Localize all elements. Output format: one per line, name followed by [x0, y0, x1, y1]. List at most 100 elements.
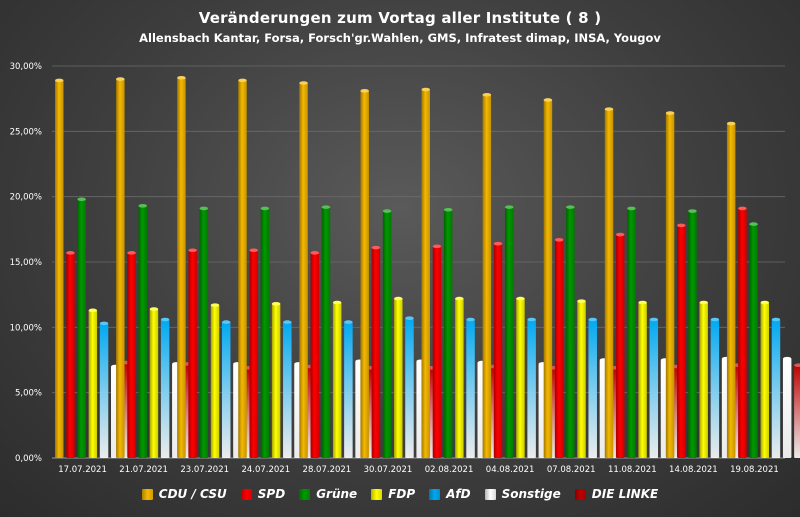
- bar-fdp: [577, 301, 586, 458]
- bar-grüne: [77, 199, 86, 458]
- bar-spd: [432, 246, 442, 458]
- y-tick-label: 10,00%: [10, 323, 42, 333]
- bar-cap: [88, 308, 98, 313]
- bar-cap: [493, 241, 503, 246]
- bar-cap: [649, 317, 659, 322]
- bar-cap: [382, 209, 392, 213]
- bar-cap: [665, 111, 675, 115]
- bar-grüne: [566, 207, 575, 458]
- bar-cap: [443, 207, 453, 212]
- bar-cap: [299, 81, 308, 85]
- bar-cap: [360, 89, 369, 93]
- bar-cap: [638, 300, 647, 305]
- bar-cap: [138, 204, 147, 208]
- legend-swatch: [240, 488, 252, 500]
- bar-cdu-csu: [55, 80, 64, 459]
- bar-cdu-csu: [360, 90, 369, 458]
- bar-fdp: [88, 310, 98, 458]
- bar-cap: [794, 363, 800, 368]
- bar-cap: [782, 356, 792, 361]
- legend-item: Grüne: [299, 487, 357, 501]
- bar-fdp: [149, 309, 159, 458]
- bar-fdp: [760, 302, 770, 458]
- x-tick-label: 17.07.2021: [58, 465, 107, 475]
- bar-cap: [749, 222, 758, 226]
- bar-cap: [188, 248, 197, 253]
- bar-cdu-csu: [726, 123, 736, 459]
- bar-cap: [627, 206, 636, 211]
- axis-layer: 0,00% 5,00% 10,00% 15,00% 20,00% 25,00% 30,00%…: [10, 62, 779, 475]
- bar-spd: [738, 208, 747, 458]
- y-tick-label: 15,00%: [10, 258, 42, 268]
- y-tick-label: 0,00%: [15, 454, 42, 464]
- bar-cap: [394, 296, 403, 301]
- bar-cap: [177, 75, 186, 80]
- bar-sonstige: [782, 358, 792, 458]
- bar-fdp: [516, 298, 525, 458]
- bar-fdp: [699, 302, 708, 458]
- bar-fdp: [332, 302, 342, 458]
- bar-cap: [210, 303, 220, 307]
- bar-cap: [543, 98, 553, 102]
- y-tick-label: 5,00%: [15, 389, 42, 399]
- bar-cap: [516, 296, 525, 301]
- bar-cap: [726, 121, 736, 126]
- bar-cap: [699, 300, 708, 305]
- bar-cap: [99, 321, 109, 326]
- bar-cap: [127, 251, 136, 255]
- bar-spd: [371, 247, 381, 458]
- legend-label: AfD: [446, 487, 471, 501]
- bar-cap: [577, 299, 586, 304]
- bar-cap: [238, 78, 247, 83]
- legend-swatch: [484, 488, 496, 500]
- legend-swatch: [574, 488, 586, 500]
- bar-cap: [710, 317, 720, 322]
- bar-cap: [116, 77, 125, 81]
- bar-cap: [482, 92, 492, 97]
- bar-cap: [371, 245, 381, 250]
- bar-cap: [760, 300, 770, 305]
- legend-swatch: [141, 488, 153, 500]
- chart-title: Veränderungen zum Vortag aller Institute…: [198, 9, 602, 27]
- legend-label: SPD: [257, 487, 286, 501]
- bar-cap: [615, 232, 625, 237]
- bar-cap: [260, 206, 270, 211]
- bar-spd: [615, 234, 625, 458]
- legend-label: Grüne: [316, 487, 358, 501]
- legend-item: CDU / CSU: [141, 487, 227, 501]
- bar-spd: [493, 243, 503, 458]
- x-tick-label: 07.08.2021: [547, 465, 596, 475]
- bar-cdu-csu: [238, 80, 247, 459]
- bar-spd: [127, 252, 136, 458]
- bar-afd: [160, 319, 170, 458]
- bar-cap: [405, 316, 414, 320]
- x-tick-label: 23.07.2021: [180, 465, 229, 475]
- legend: CDU / CSU SPD Grüne FDP AfD Sonstige DIE LINKE: [0, 487, 800, 501]
- legend-label: CDU / CSU: [158, 487, 227, 501]
- bar-cap: [310, 251, 320, 255]
- bar-grüne: [749, 224, 758, 458]
- bar-spd: [310, 252, 320, 458]
- x-tick-label: 04.08.2021: [486, 465, 535, 475]
- bar-cap: [466, 317, 475, 322]
- bar-cdu-csu: [665, 113, 675, 458]
- bar-cap: [271, 302, 281, 306]
- bar-fdp: [638, 302, 647, 458]
- bar-fdp: [394, 298, 403, 458]
- bar-cap: [221, 320, 231, 324]
- bar-grüne: [260, 208, 270, 458]
- bar-cap: [455, 296, 464, 301]
- bar-afd: [344, 322, 353, 458]
- bar-cap: [421, 87, 430, 92]
- bar-cap: [77, 197, 86, 202]
- x-tick-label: 28.07.2021: [303, 465, 352, 475]
- bar-cap: [432, 244, 442, 249]
- bar-grüne: [627, 208, 636, 458]
- bar-cap: [588, 317, 597, 322]
- legend-label: FDP: [388, 487, 416, 501]
- bar-cap: [321, 205, 331, 209]
- bar-cap: [55, 78, 64, 83]
- bar-cdu-csu: [299, 82, 308, 459]
- bar-cap: [554, 237, 564, 242]
